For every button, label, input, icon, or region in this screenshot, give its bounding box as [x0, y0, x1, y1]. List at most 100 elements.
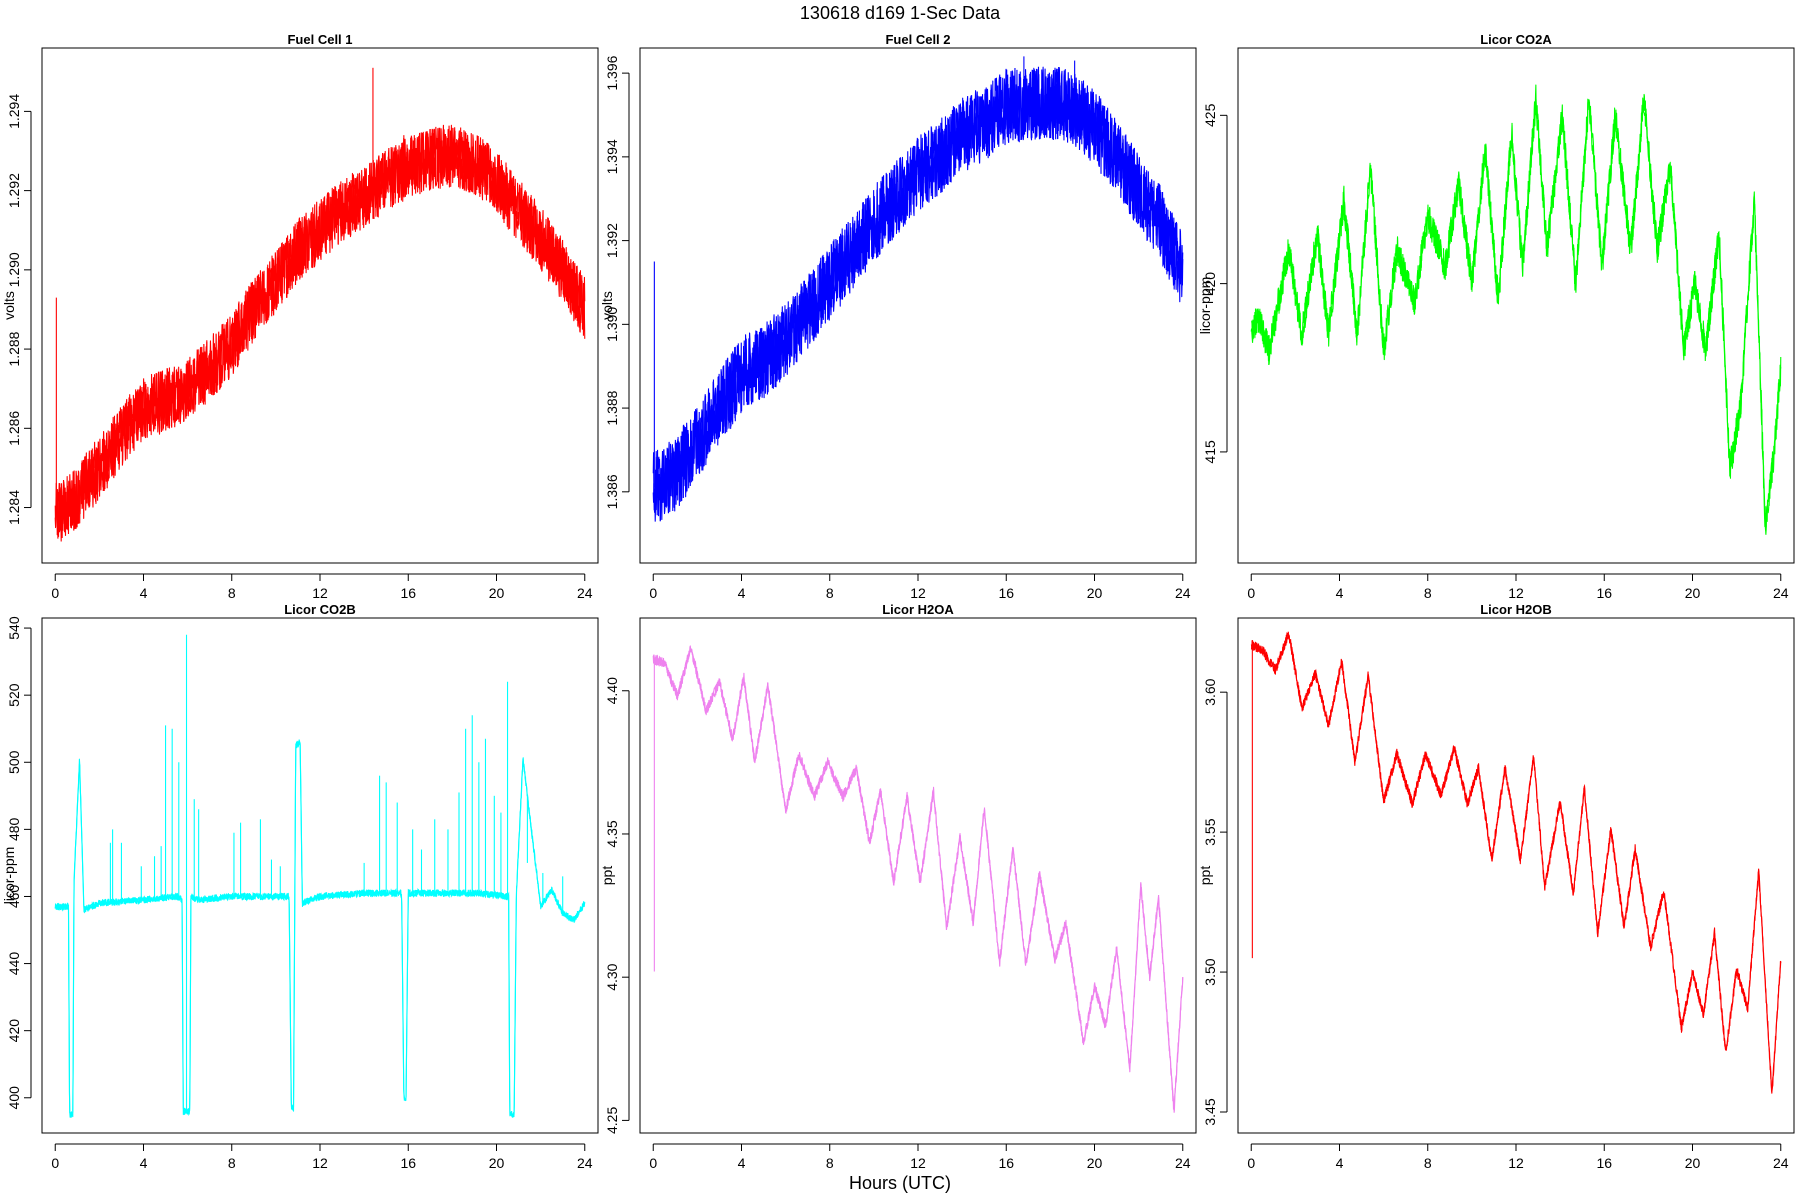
x-tick-label: 24	[1175, 585, 1191, 601]
y-axis: 1.386 1.388 1.390 1.392 1.394 1.396	[604, 55, 630, 509]
series-line	[54, 739, 586, 1118]
series-line-dense	[652, 646, 1184, 1113]
y-tick-label: 1.292	[6, 173, 22, 208]
x-tick-label: 8	[228, 1155, 236, 1171]
x-tick-label: 16	[1596, 585, 1612, 601]
x-tick-label: 16	[400, 1155, 416, 1171]
y-tick-label: 425	[1202, 103, 1218, 127]
x-tick-label: 12	[1508, 1155, 1524, 1171]
plot-frame	[41, 617, 599, 1134]
panel: Licor CO2A licor-ppm 0 4 8 12 16 20 24 415 420 425	[1197, 32, 1795, 601]
series-line	[1250, 633, 1782, 1094]
panel-title: Licor CO2A	[1480, 32, 1552, 47]
y-tick-label: 460	[6, 885, 22, 909]
x-tick-label: 0	[649, 585, 657, 601]
y-tick-label: 480	[6, 817, 22, 841]
series-line-dense	[54, 740, 586, 1118]
panel: Licor H2OB ppt 0 4 8 12 16 20 24 3.45 3.50 3.55 3.60	[1197, 602, 1795, 1171]
panel-title: Licor CO2B	[284, 602, 356, 617]
y-tick-label: 520	[6, 683, 22, 707]
panel-title: Licor H2OB	[1480, 602, 1552, 617]
y-axis: 1.284 1.286 1.288 1.290 1.292 1.294	[6, 94, 32, 525]
x-tick-label: 24	[577, 1155, 593, 1171]
x-tick-label: 20	[1087, 585, 1103, 601]
y-tick-label: 1.394	[604, 139, 620, 174]
x-tick-label: 20	[489, 585, 505, 601]
y-axis-label: licor-ppm	[1, 847, 17, 905]
series	[652, 56, 1184, 522]
plot-frame	[41, 47, 599, 564]
y-tick-label: 500	[6, 750, 22, 774]
series-line	[652, 645, 1184, 1112]
y-tick-label: 1.390	[604, 307, 620, 342]
y-tick-label: 4.35	[604, 820, 620, 847]
x-tick-label: 4	[140, 585, 148, 601]
x-axis: 0 4 8 12 16 20 24	[1247, 573, 1789, 601]
panel-title: Fuel Cell 2	[885, 32, 950, 47]
x-tick-label: 4	[1336, 1155, 1344, 1171]
x-tick-label: 16	[1596, 1155, 1612, 1171]
x-tick-label: 8	[1424, 1155, 1432, 1171]
series-line-dense	[652, 66, 1184, 522]
x-tick-label: 0	[1247, 585, 1255, 601]
x-tick-label: 12	[910, 585, 926, 601]
x-tick-label: 24	[1773, 585, 1789, 601]
y-tick-label: 1.290	[6, 252, 22, 287]
y-tick-label: 1.396	[604, 55, 620, 90]
x-axis: 0 4 8 12 16 20 24	[51, 573, 593, 601]
series	[1250, 84, 1782, 535]
x-tick-label: 16	[998, 585, 1014, 601]
series	[652, 645, 1184, 1113]
y-axis: 415 420 425	[1202, 103, 1228, 464]
y-tick-label: 1.392	[604, 223, 620, 258]
x-tick-label: 16	[400, 585, 416, 601]
x-tick-label: 12	[312, 1155, 328, 1171]
x-tick-label: 4	[1336, 585, 1344, 601]
x-tick-label: 16	[998, 1155, 1014, 1171]
x-tick-label: 0	[51, 585, 59, 601]
y-tick-label: 4.40	[604, 677, 620, 704]
panel-title: Licor H2OA	[882, 602, 954, 617]
panel-title: Fuel Cell 1	[287, 32, 352, 47]
y-axis-label: volts	[599, 291, 615, 320]
y-tick-label: 1.284	[6, 490, 22, 525]
y-axis-label: volts	[1, 291, 17, 320]
x-tick-label: 0	[649, 1155, 657, 1171]
series-line-dense	[1250, 96, 1782, 535]
series-line-dense	[1250, 631, 1782, 1093]
series	[54, 634, 586, 1118]
panel: Licor H2OA ppt 0 4 8 12 16 20 24 4.25 4.30 4.35 4.40	[599, 602, 1197, 1171]
y-tick-label: 1.286	[6, 411, 22, 446]
plot-frame	[1237, 47, 1795, 564]
x-tick-label: 0	[1247, 1155, 1255, 1171]
y-tick-label: 540	[6, 616, 22, 640]
x-axis: 0 4 8 12 16 20 24	[1247, 1143, 1789, 1171]
x-tick-label: 8	[228, 585, 236, 601]
x-tick-label: 20	[1685, 585, 1701, 601]
x-axis: 0 4 8 12 16 20 24	[649, 573, 1191, 601]
series	[54, 67, 586, 542]
plot-frame	[639, 617, 1197, 1134]
x-tick-label: 4	[140, 1155, 148, 1171]
x-tick-label: 24	[577, 585, 593, 601]
y-axis-label: licor-ppm	[1197, 277, 1213, 335]
y-tick-label: 3.60	[1202, 678, 1218, 705]
x-tick-label: 20	[1685, 1155, 1701, 1171]
y-tick-label: 1.386	[604, 474, 620, 509]
y-tick-label: 1.388	[604, 390, 620, 425]
x-tick-label: 8	[826, 585, 834, 601]
x-tick-label: 8	[826, 1155, 834, 1171]
x-tick-label: 12	[1508, 585, 1524, 601]
figure-title: 130618 d169 1-Sec Data	[800, 3, 1001, 23]
x-tick-label: 20	[1087, 1155, 1103, 1171]
y-tick-label: 3.50	[1202, 958, 1218, 985]
x-axis-label: Hours (UTC)	[849, 1173, 951, 1193]
plot-frame	[639, 47, 1197, 564]
y-axis-label: ppt	[1197, 866, 1213, 886]
x-tick-label: 8	[1424, 585, 1432, 601]
y-tick-label: 3.45	[1202, 1098, 1218, 1125]
y-tick-label: 1.288	[6, 331, 22, 366]
